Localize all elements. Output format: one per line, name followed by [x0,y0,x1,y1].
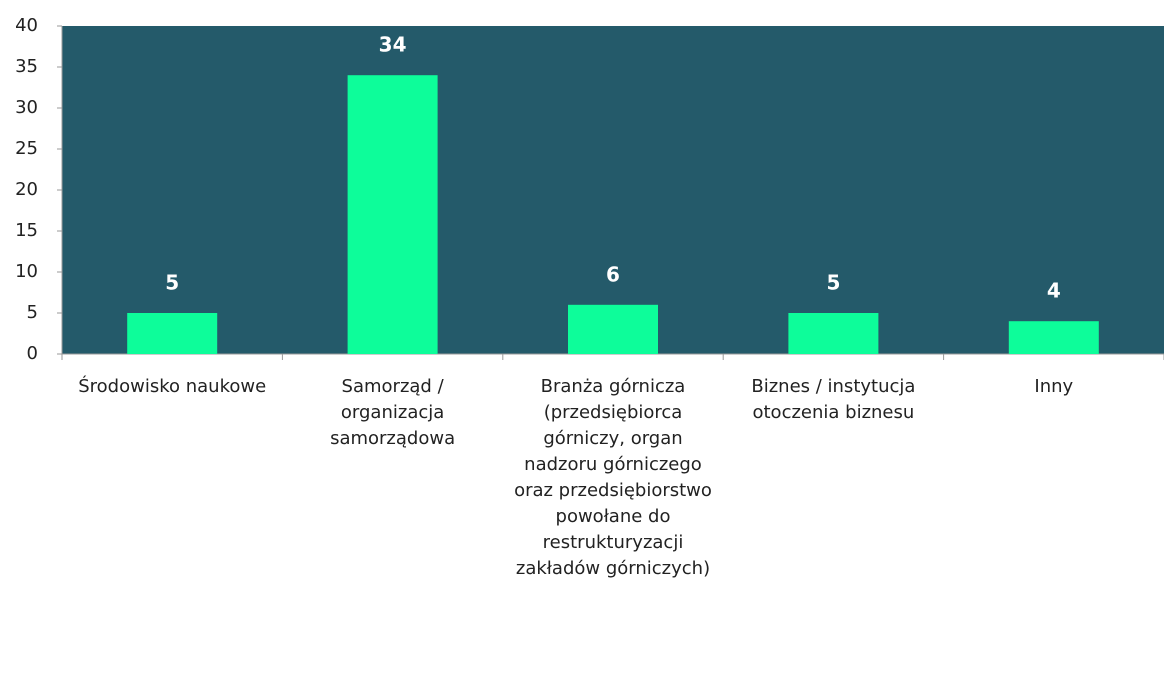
x-tick-label: Środowisko naukowe [78,376,267,397]
x-tick-label: Biznes / instytucja otoczenia biznesu [751,376,916,423]
data-label: 5 [165,271,179,295]
y-tick-label: 30 [15,97,38,118]
y-tick-label: 25 [15,138,38,159]
data-label: 5 [826,271,840,295]
plot-area [62,26,1164,354]
y-tick-label: 40 [15,15,38,36]
bar [788,313,879,354]
data-label: 34 [379,33,407,57]
data-label: 6 [606,262,620,286]
y-tick-label: 5 [27,302,38,323]
bar [127,313,218,354]
y-tick-label: 15 [15,220,38,241]
x-tick-label: Samorząd / organizacja samorządowa [330,376,456,449]
y-tick-label: 35 [15,56,38,77]
x-tick-label: Inny [1034,376,1074,397]
y-tick-label: 20 [15,179,38,200]
bar [568,304,658,354]
y-tick-label: 0 [27,343,38,364]
data-label: 4 [1047,279,1061,303]
bar [347,75,438,354]
x-tick-label: Branża górnicza (przedsiębiorca górniczy… [514,376,712,579]
y-tick-label: 10 [15,261,38,282]
bar [1008,321,1099,354]
